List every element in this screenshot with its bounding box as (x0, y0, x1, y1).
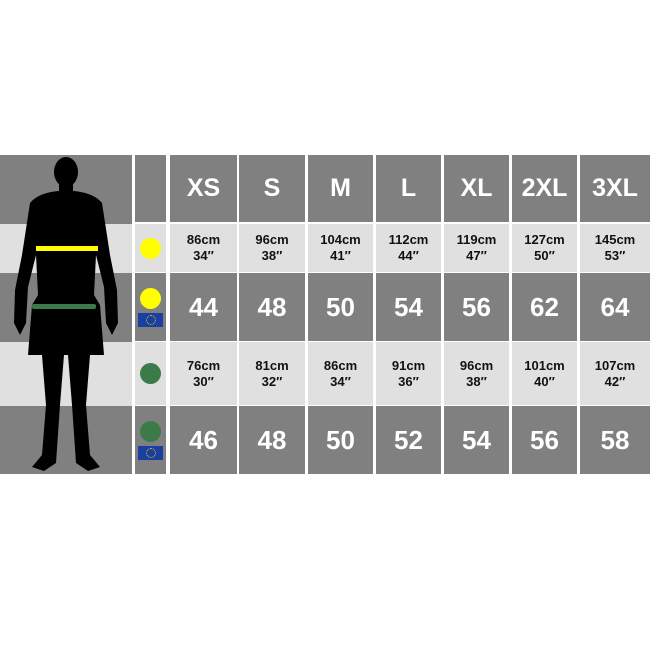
cm-value: 91cm (391, 357, 426, 373)
inch-value: 41″ (330, 248, 351, 263)
inch-value: 38″ (261, 248, 283, 263)
eu-size-value: 62 (530, 291, 559, 322)
size-value-cell: 96cm 38″ (239, 224, 305, 272)
size-value-cell: 48 (239, 406, 305, 474)
cm-value: 145cm (594, 232, 636, 247)
cm-value: 76cm (186, 357, 221, 373)
eu-size-value: 44 (189, 291, 218, 322)
figure-bg (0, 406, 132, 474)
inch-value: 50″ (534, 248, 555, 263)
size-label: XS (186, 174, 221, 202)
eu-size-value: 48 (257, 291, 287, 322)
size-value-cell: 56 (512, 406, 577, 474)
eu-size-value: 52 (394, 424, 423, 455)
size-value-cell: 91cm 36″ (376, 342, 441, 405)
cm-value: 86cm (186, 232, 221, 247)
size-label: 3XL (592, 174, 638, 202)
cm-value: 119cm (456, 232, 497, 247)
size-value-cell: 64 (580, 273, 650, 341)
eu-size-value: 64 (600, 291, 630, 322)
size-header: XS (170, 155, 237, 222)
size-value-cell: 107cm 42″ (580, 342, 650, 405)
size-header: XL (444, 155, 509, 222)
size-value-cell: 86cm 34″ (308, 342, 373, 405)
yellow-circle-marker-icon (140, 287, 161, 309)
size-label: L (400, 174, 417, 202)
size-label: S (263, 174, 281, 202)
eu-size-value: 46 (189, 424, 218, 455)
cm-value: 127cm (524, 232, 565, 247)
marker-cell (135, 406, 166, 474)
marker-header (135, 155, 166, 222)
inch-value: 34″ (330, 373, 351, 389)
size-value-cell: 50 (308, 273, 373, 341)
eu-size-value: 58 (600, 424, 630, 455)
cm-value: 86cm (323, 357, 358, 373)
eu-size-value: 54 (462, 424, 491, 455)
inch-value: 53″ (604, 248, 626, 263)
marker-cell (135, 342, 166, 405)
eu-flag-icon (138, 312, 163, 327)
size-header: L (376, 155, 441, 222)
yellow-circle-marker-icon (140, 237, 161, 259)
inch-value: 30″ (193, 373, 214, 389)
inch-value: 36″ (398, 373, 419, 389)
size-value-cell: 76cm 30″ (170, 342, 237, 405)
size-value-cell: 96cm 38″ (444, 342, 509, 405)
marker-cell (135, 224, 166, 272)
eu-size-value: 50 (326, 424, 355, 455)
size-value-cell: 86cm 34″ (170, 224, 237, 272)
inch-value: 34″ (193, 248, 214, 263)
eu-size-value: 54 (394, 291, 423, 322)
size-value-cell: 52 (376, 406, 441, 474)
size-value-cell: 48 (239, 273, 305, 341)
inch-value: 32″ (261, 373, 283, 389)
size-value-cell: 56 (444, 273, 509, 341)
size-value-cell: 62 (512, 273, 577, 341)
inch-value: 38″ (466, 373, 487, 389)
green-circle-marker-icon (140, 420, 161, 442)
marker-cell (135, 273, 166, 341)
size-label: M (330, 174, 351, 202)
eu-size-value: 56 (462, 291, 491, 322)
cm-value: 101cm (524, 357, 565, 373)
size-label: XL (460, 174, 493, 202)
size-value-cell: 119cm 47″ (444, 224, 509, 272)
size-value-cell: 101cm 40″ (512, 342, 577, 405)
cm-value: 104cm (320, 232, 361, 247)
cm-value: 96cm (255, 232, 289, 247)
eu-size-value: 48 (257, 424, 287, 455)
size-header: 2XL (512, 155, 577, 222)
eu-flag-icon (138, 445, 163, 460)
eu-size-value: 50 (326, 291, 355, 322)
cm-value: 96cm (459, 357, 494, 373)
size-value-cell: 112cm 44″ (376, 224, 441, 272)
size-value-cell: 145cm 53″ (580, 224, 650, 272)
cm-value: 81cm (255, 357, 289, 373)
size-header: 3XL (580, 155, 650, 222)
size-value-cell: 127cm 50″ (512, 224, 577, 272)
eu-size-value: 56 (530, 424, 559, 455)
inch-value: 44″ (398, 248, 419, 263)
size-value-cell: 54 (376, 273, 441, 341)
cm-value: 112cm (388, 232, 429, 247)
man-silhouette-icon (14, 157, 118, 471)
size-value-cell: 46 (170, 406, 237, 474)
inch-value: 42″ (604, 373, 626, 389)
size-header: M (308, 155, 373, 222)
inch-value: 47″ (466, 248, 487, 263)
size-label: 2XL (521, 174, 568, 202)
size-header: S (239, 155, 305, 222)
size-value-cell: 44 (170, 273, 237, 341)
size-value-cell: 50 (308, 406, 373, 474)
green-circle-marker-icon (140, 363, 161, 384)
size-value-cell: 58 (580, 406, 650, 474)
inch-value: 40″ (534, 373, 555, 389)
size-value-cell: 54 (444, 406, 509, 474)
size-value-cell: 81cm 32″ (239, 342, 305, 405)
cm-value: 107cm (594, 357, 636, 373)
size-value-cell: 104cm 41″ (308, 224, 373, 272)
